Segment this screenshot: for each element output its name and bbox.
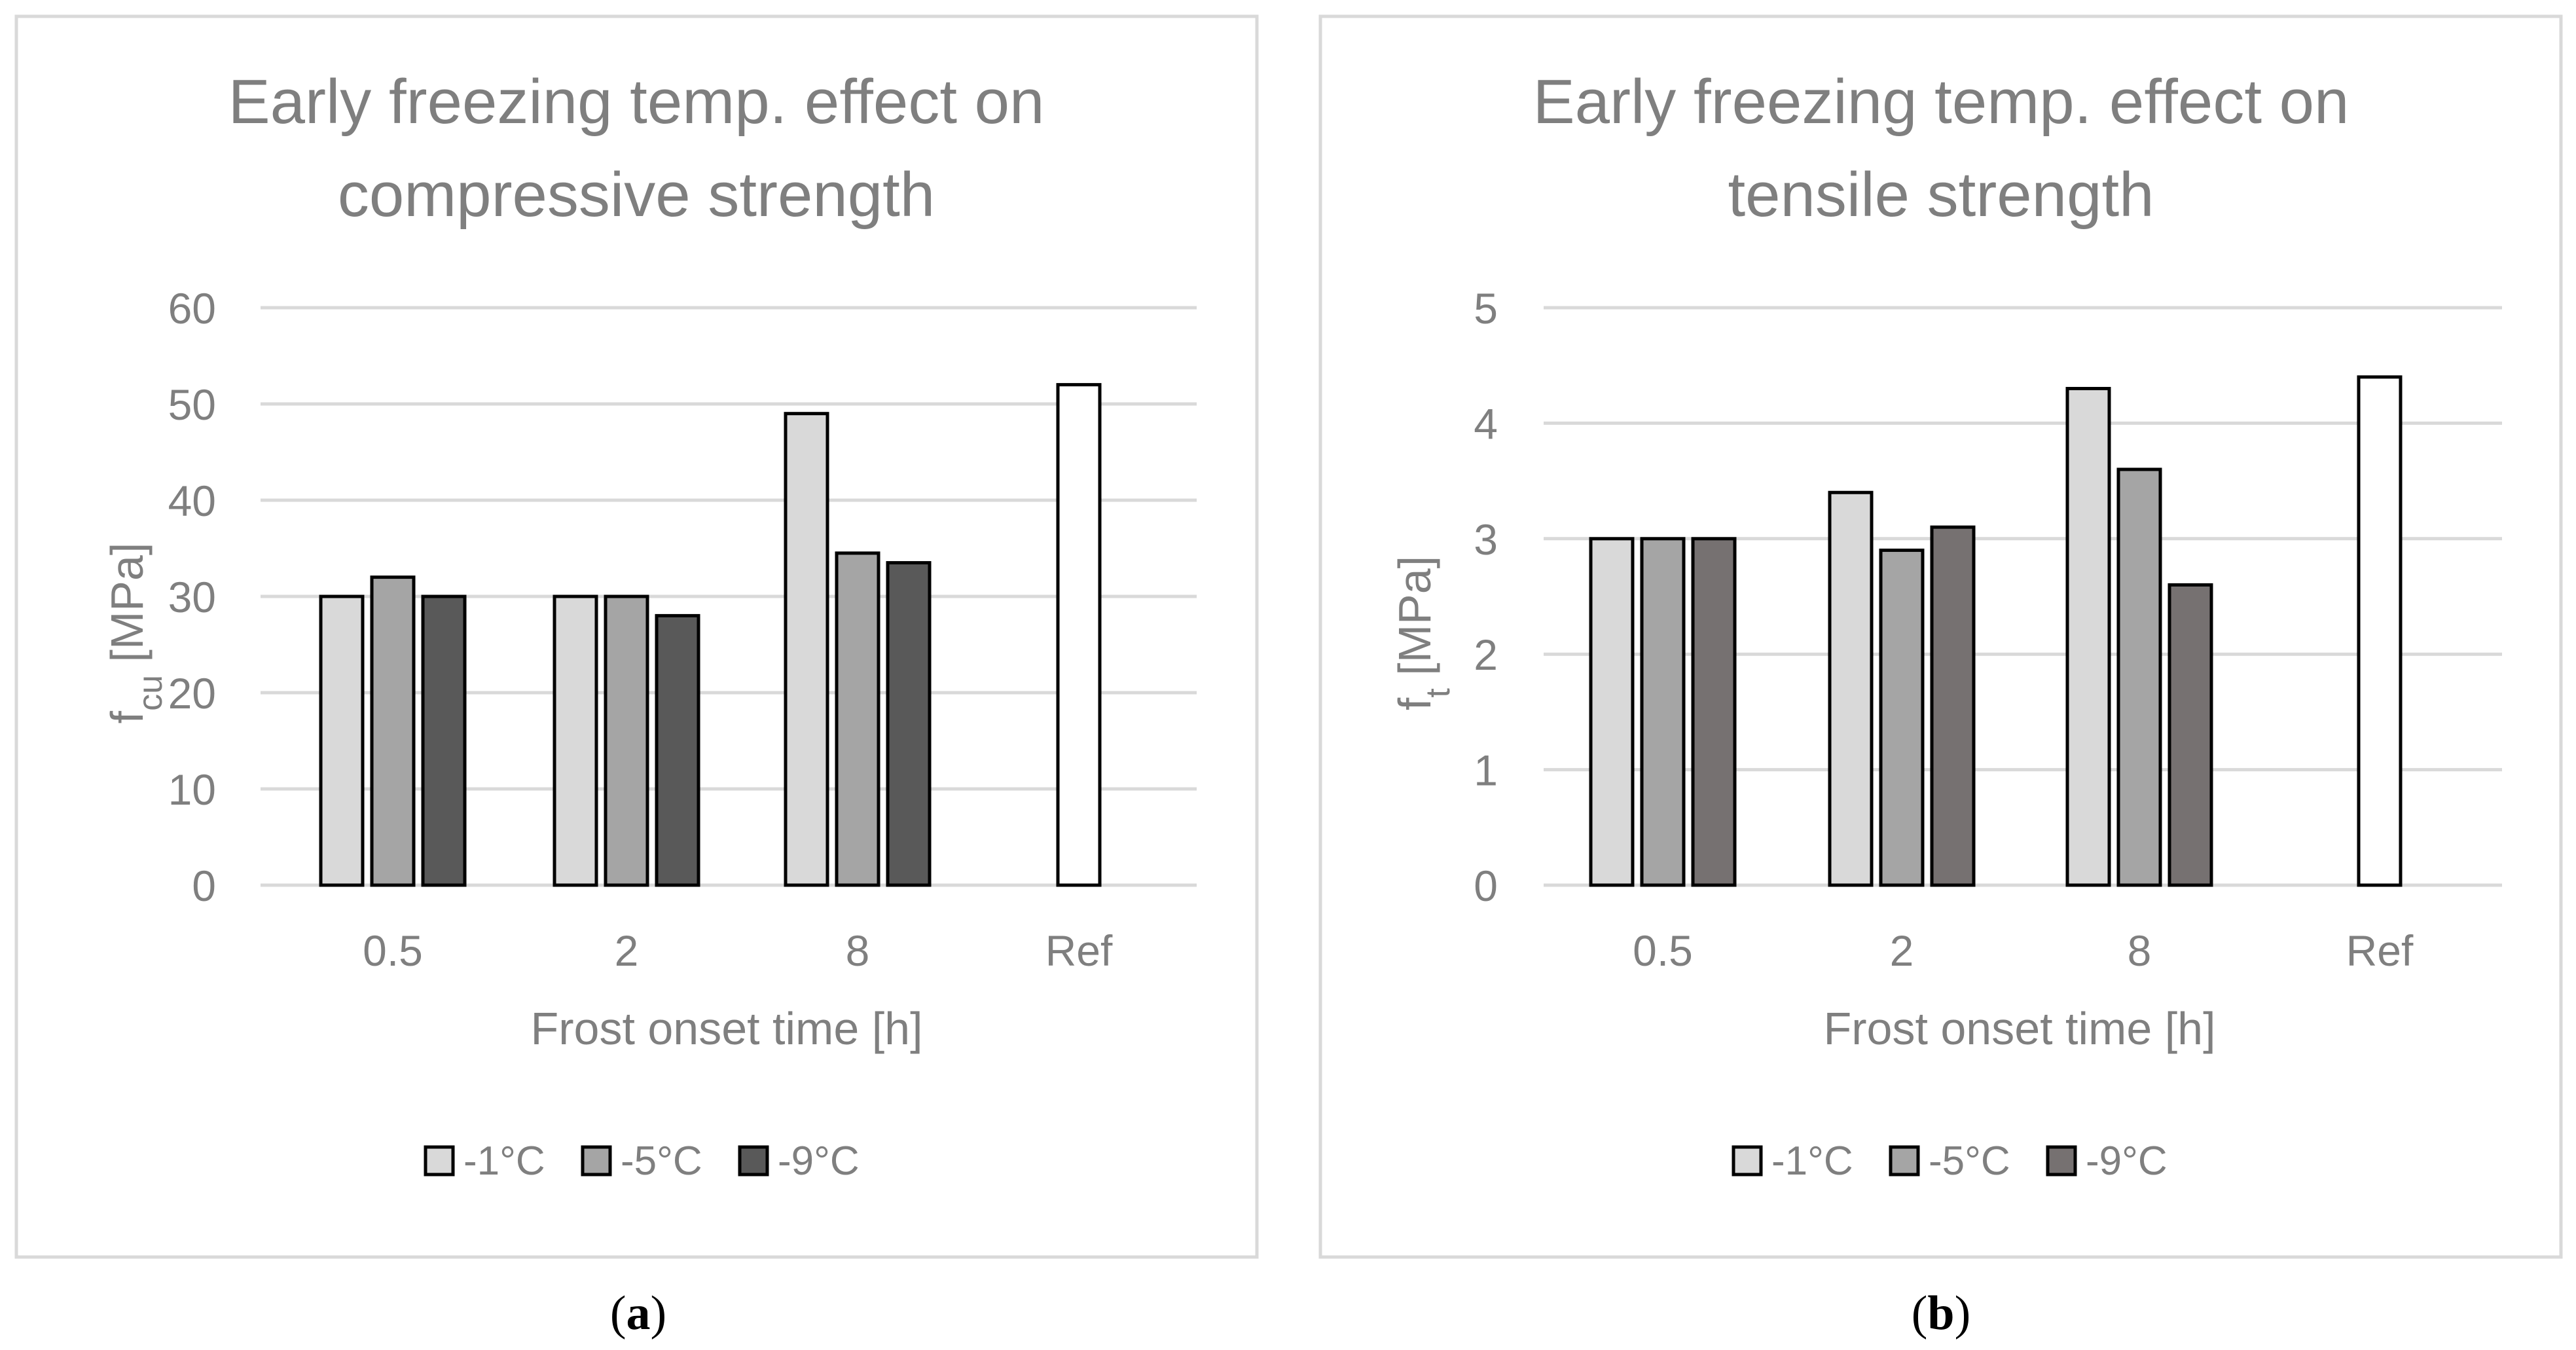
- gridlines: [261, 306, 1197, 887]
- bar: [2168, 583, 2213, 887]
- legend: -1°C -5°C -9°C: [1732, 1139, 2168, 1184]
- legend-label: -5°C: [1929, 1139, 2010, 1184]
- bar: [370, 575, 416, 887]
- bar: [553, 594, 598, 887]
- bar: [604, 594, 649, 887]
- y-tick-label: 2: [1474, 630, 1498, 679]
- legend-swatch: [1889, 1145, 1920, 1177]
- y-tick-label: 40: [168, 477, 216, 525]
- y-axis-label-main: f: [1389, 697, 1440, 710]
- caption-b: (b): [1912, 1286, 1970, 1340]
- chart-title-line-2: tensile strength: [1728, 160, 2154, 230]
- x-axis-label: Frost onset time [h]: [530, 1003, 922, 1054]
- chart-title-line-1: Early freezing temp. effect on: [1533, 67, 2349, 137]
- x-tick-labels: 0.5 2 8 Ref: [1633, 926, 2414, 975]
- bar-reference: [1056, 383, 1102, 887]
- y-axis-label-main: f: [101, 710, 153, 723]
- y-axis-label-unit: [MPa]: [1389, 556, 1440, 688]
- legend-swatch: [581, 1145, 612, 1177]
- legend-swatch: [424, 1145, 455, 1177]
- x-tick-label: 8: [846, 926, 870, 975]
- y-tick-labels: 0 1 2 3 4 5: [1474, 284, 1498, 910]
- y-tick-label: 60: [168, 284, 216, 333]
- caption-a: (a): [610, 1286, 666, 1340]
- x-tick-label: Ref: [2346, 926, 2414, 975]
- y-axis-label-sub: t: [1419, 688, 1457, 698]
- y-tick-label: 0: [1474, 862, 1498, 910]
- y-tick-label: 1: [1474, 746, 1498, 795]
- y-tick-label: 0: [192, 862, 216, 910]
- bar: [2116, 467, 2162, 887]
- bar: [1640, 537, 1686, 887]
- bar: [421, 594, 467, 887]
- y-axis-label: fcu [MPa]: [101, 543, 170, 724]
- y-tick-label: 5: [1474, 284, 1498, 333]
- chart-title-line-2: compressive strength: [338, 160, 935, 230]
- bar: [1828, 490, 1874, 887]
- legend-label: -1°C: [1771, 1139, 1853, 1184]
- x-tick-label: 0.5: [1633, 926, 1693, 975]
- bar: [1691, 537, 1737, 887]
- bar: [319, 594, 365, 887]
- legend-label: -9°C: [778, 1139, 860, 1184]
- x-axis-label: Frost onset time [h]: [1823, 1003, 2215, 1054]
- legend-swatch: [1732, 1145, 1763, 1177]
- chart-title-line-1: Early freezing temp. effect on: [228, 67, 1045, 137]
- y-axis-label-unit: [MPa]: [101, 543, 153, 675]
- x-tick-label: Ref: [1045, 926, 1113, 975]
- legend-swatch: [2046, 1145, 2077, 1177]
- bar: [835, 551, 880, 887]
- bars: [1589, 375, 2403, 887]
- x-tick-label: 0.5: [363, 926, 423, 975]
- y-tick-label: 10: [168, 765, 216, 814]
- y-tick-labels: 0 10 20 30 40 50 60: [168, 284, 216, 910]
- y-tick-label: 20: [168, 669, 216, 718]
- legend-swatch: [738, 1145, 769, 1177]
- y-axis-label-sub: cu: [132, 675, 170, 711]
- bars: [319, 383, 1102, 887]
- x-tick-labels: 0.5 2 8 Ref: [363, 926, 1113, 975]
- bar: [1930, 525, 1976, 887]
- bar-reference: [2357, 375, 2403, 887]
- bar: [655, 613, 700, 887]
- y-tick-label: 50: [168, 380, 216, 429]
- bar: [2065, 386, 2111, 887]
- bar: [1879, 548, 1925, 887]
- y-tick-label: 4: [1474, 399, 1498, 448]
- bar: [784, 412, 829, 887]
- bar: [886, 561, 932, 887]
- caption-b-letter: b: [1927, 1286, 1954, 1340]
- legend-label: -9°C: [2086, 1139, 2168, 1184]
- x-tick-label: 2: [1890, 926, 1914, 975]
- x-tick-label: 2: [615, 926, 639, 975]
- legend-label: -5°C: [621, 1139, 702, 1184]
- y-tick-label: 3: [1474, 515, 1498, 564]
- legend: -1°C -5°C -9°C: [424, 1139, 860, 1184]
- chart-panel-b: Early freezing temp. effect on tensile s…: [1318, 14, 2563, 1259]
- chart-panel-a: Early freezing temp. effect on compressi…: [14, 14, 1259, 1259]
- x-tick-label: 8: [2128, 926, 2152, 975]
- bar: [1589, 537, 1635, 887]
- y-axis-label: ft [MPa]: [1389, 556, 1457, 710]
- legend-label: -1°C: [463, 1139, 545, 1184]
- y-tick-label: 30: [168, 573, 216, 621]
- caption-a-letter: a: [626, 1286, 651, 1340]
